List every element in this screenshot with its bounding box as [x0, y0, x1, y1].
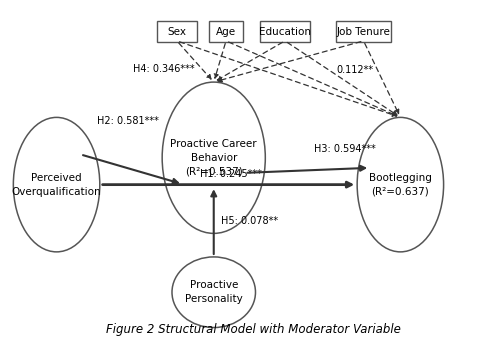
Text: Age: Age — [216, 27, 236, 37]
Text: H1: 0.245***: H1: 0.245*** — [200, 168, 262, 179]
Ellipse shape — [162, 82, 266, 233]
Ellipse shape — [357, 117, 444, 252]
FancyBboxPatch shape — [260, 21, 310, 42]
FancyBboxPatch shape — [336, 21, 391, 42]
Text: H3: 0.594***: H3: 0.594*** — [314, 144, 376, 154]
Text: H2: 0.581***: H2: 0.581*** — [97, 116, 158, 126]
FancyBboxPatch shape — [208, 21, 244, 42]
Text: Education: Education — [259, 27, 311, 37]
Text: H5: 0.078**: H5: 0.078** — [221, 216, 278, 226]
Text: Proactive
Personality: Proactive Personality — [185, 280, 242, 304]
Text: Bootlegging
(R²=0.637): Bootlegging (R²=0.637) — [369, 173, 432, 197]
Text: H4: 0.346***: H4: 0.346*** — [132, 64, 194, 74]
FancyBboxPatch shape — [157, 21, 197, 42]
Ellipse shape — [14, 117, 100, 252]
Ellipse shape — [172, 257, 256, 327]
Text: Job Tenure: Job Tenure — [336, 27, 390, 37]
Text: 0.112**: 0.112** — [336, 65, 374, 75]
Text: Proactive Career
Behavior
(R²=0.537): Proactive Career Behavior (R²=0.537) — [170, 139, 257, 177]
Text: Perceived
Overqualification: Perceived Overqualification — [12, 173, 102, 197]
Text: Sex: Sex — [168, 27, 186, 37]
Text: Figure 2 Structural Model with Moderator Variable: Figure 2 Structural Model with Moderator… — [106, 323, 401, 336]
